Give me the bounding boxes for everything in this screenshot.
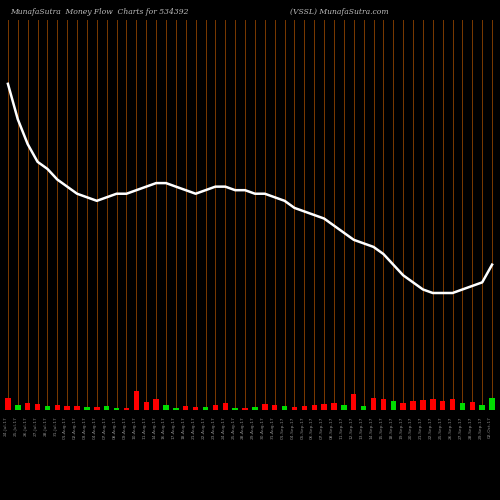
Bar: [490, 398, 495, 410]
Bar: [460, 403, 465, 410]
Bar: [144, 402, 149, 410]
Bar: [74, 406, 80, 410]
Bar: [341, 404, 346, 410]
Bar: [282, 406, 288, 410]
Bar: [104, 406, 110, 410]
Bar: [380, 400, 386, 410]
Bar: [262, 404, 268, 410]
Bar: [272, 404, 278, 410]
Bar: [84, 407, 89, 410]
Bar: [400, 403, 406, 410]
Text: MunafaSutra  Money Flow  Charts for 534392: MunafaSutra Money Flow Charts for 534392: [10, 8, 188, 16]
Bar: [252, 407, 258, 410]
Bar: [361, 406, 366, 410]
Bar: [164, 405, 168, 410]
Bar: [64, 406, 70, 410]
Bar: [292, 407, 297, 410]
Bar: [302, 406, 307, 410]
Bar: [440, 401, 446, 410]
Bar: [183, 406, 188, 410]
Bar: [332, 403, 336, 410]
Bar: [5, 398, 10, 410]
Bar: [54, 404, 60, 410]
Bar: [410, 401, 416, 410]
Bar: [124, 408, 129, 410]
Bar: [203, 407, 208, 410]
Bar: [390, 401, 396, 410]
Bar: [212, 404, 218, 410]
Bar: [134, 390, 139, 410]
Bar: [430, 398, 436, 410]
Bar: [114, 408, 119, 410]
Bar: [25, 403, 30, 410]
Bar: [470, 402, 475, 410]
Bar: [312, 404, 317, 410]
Bar: [450, 400, 456, 410]
Bar: [222, 403, 228, 410]
Bar: [232, 408, 238, 410]
Text: (VSSL) MunafaSutra.com: (VSSL) MunafaSutra.com: [290, 8, 388, 16]
Bar: [154, 398, 159, 410]
Bar: [15, 404, 20, 410]
Bar: [94, 407, 100, 410]
Bar: [322, 404, 327, 410]
Bar: [242, 408, 248, 410]
Bar: [44, 406, 50, 410]
Bar: [193, 407, 198, 410]
Bar: [351, 394, 356, 410]
Bar: [173, 408, 178, 410]
Bar: [35, 404, 40, 410]
Bar: [371, 398, 376, 410]
Bar: [480, 404, 485, 410]
Bar: [420, 400, 426, 410]
